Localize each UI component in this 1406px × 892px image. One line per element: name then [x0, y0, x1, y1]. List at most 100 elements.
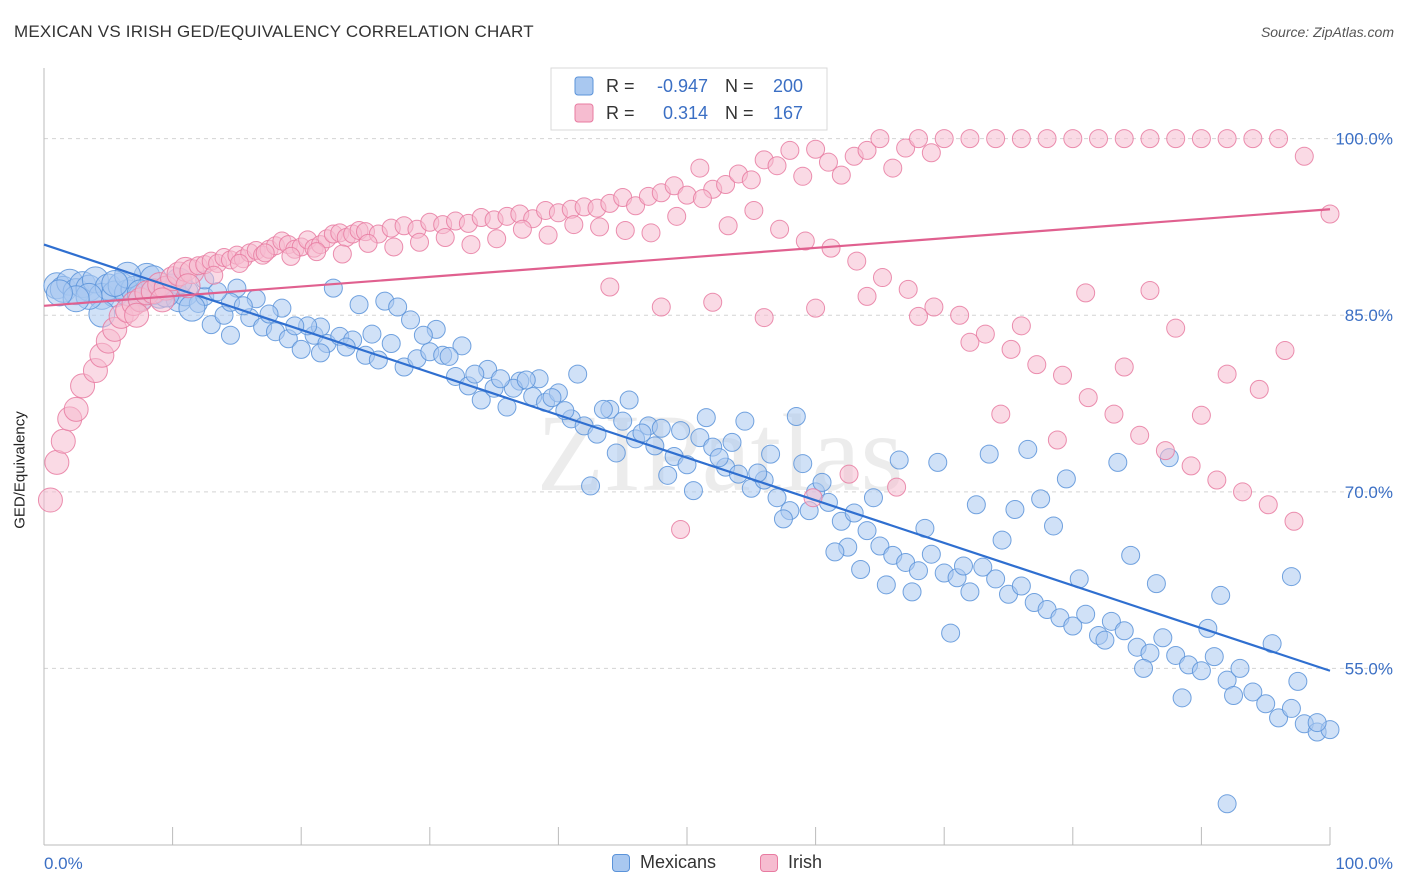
irish-point [806, 298, 826, 318]
mexicans-point [1063, 616, 1083, 636]
irish-point [204, 265, 224, 285]
chart-title: MEXICAN VS IRISH GED/EQUIVALENCY CORRELA… [14, 22, 534, 41]
mexicans-point [362, 324, 382, 344]
y-tick-labels: 100.0% 85.0% 70.0% 55.0% [1335, 130, 1393, 679]
irish-trend-line [43, 208, 1331, 307]
irish-point [870, 129, 890, 149]
irish-point [1037, 129, 1057, 149]
irish-point [991, 404, 1011, 424]
mexicans-point [908, 561, 928, 581]
axes [43, 68, 1331, 846]
irish-point [1140, 129, 1160, 149]
series-mexicans-points [43, 261, 1340, 814]
irish-point [793, 166, 813, 186]
trend-lines [43, 208, 1331, 672]
mexicans-point [1217, 794, 1237, 814]
mexicans-point [323, 278, 343, 298]
legend-item-irish[interactable]: Irish [760, 852, 822, 873]
legend-n-value-irish: 167 [773, 103, 803, 123]
irish-point [1089, 129, 1109, 149]
legend-r-label-irish: R = [606, 103, 635, 123]
irish-point [1191, 405, 1211, 425]
mexicans-point [310, 343, 330, 363]
mexicans-point [1172, 688, 1192, 708]
legend-n-value-mexicans: 200 [773, 76, 803, 96]
irish-point [975, 324, 995, 344]
irish-point [37, 487, 63, 513]
mexicans-point [439, 346, 459, 366]
irish-point [1258, 495, 1278, 515]
irish-point [847, 251, 867, 271]
mexicans-point [388, 297, 408, 317]
mexicans-point [786, 406, 806, 426]
irish-point [857, 140, 877, 160]
mexicans-point [870, 536, 890, 556]
stats-legend: R = -0.947 N = 200 R = 0.314 N = 167 [550, 67, 828, 131]
mexicans-point [1134, 658, 1154, 678]
irish-point [908, 129, 928, 149]
mexicans-point [381, 333, 401, 353]
mexicans-point [825, 542, 845, 562]
mexicans-point [696, 408, 716, 428]
source-note: Source: ZipAtlas.com [1260, 24, 1394, 40]
y-tick-label: 100.0% [1335, 130, 1393, 149]
mexicans-point [876, 575, 896, 595]
irish-point [677, 185, 697, 205]
irish-point [692, 189, 712, 209]
irish-point [934, 129, 954, 149]
irish-point [358, 233, 378, 253]
irish-point [1027, 355, 1047, 375]
mexicans-point [902, 582, 922, 602]
mexicans-point [1031, 489, 1051, 509]
legend-r-value-irish: 0.314 [663, 103, 708, 123]
mexicans-point [1269, 708, 1289, 728]
irish-point [1320, 204, 1340, 224]
mexicans-point [491, 369, 511, 389]
irish-point [1181, 456, 1201, 476]
mexicans-point [1095, 630, 1115, 650]
irish-point [671, 519, 691, 539]
y-tick-label: 70.0% [1345, 483, 1393, 502]
mexicans-point [1018, 439, 1038, 459]
irish-point [281, 246, 301, 266]
legend-r-label-mexicans: R = [606, 76, 635, 96]
legend-item-mexicans[interactable]: Mexicans [612, 852, 716, 873]
legend-n-label-irish: N = [725, 103, 754, 123]
irish-point [538, 225, 558, 245]
legend-swatch-irish [574, 103, 594, 123]
mexicans-point [953, 556, 973, 576]
mexicans-point [773, 509, 793, 529]
mexicans-point [401, 310, 421, 330]
mexicans-point [671, 421, 691, 441]
irish-point [795, 231, 815, 251]
irish-point [887, 477, 907, 497]
mexicans-point [413, 325, 433, 345]
series-irish-points [37, 129, 1340, 539]
mexicans-point [960, 582, 980, 602]
mexicans-point [606, 443, 626, 463]
mexicans-point [1211, 585, 1231, 605]
mexicans-point [979, 444, 999, 464]
irish-point [651, 297, 671, 317]
mexicans-point [452, 336, 472, 356]
mexicans-point [619, 390, 639, 410]
mexicans-point [613, 411, 633, 431]
irish-point [1155, 441, 1175, 461]
mexicans-point [1146, 574, 1166, 594]
irish-point [1166, 318, 1186, 338]
irish-point [924, 297, 944, 317]
irish-point [806, 139, 826, 159]
irish-point [896, 138, 916, 158]
irish-point [332, 244, 352, 264]
mexicans-point [793, 454, 813, 474]
mexicans-point [1153, 628, 1173, 648]
irish-point [50, 428, 76, 454]
irish-point [716, 175, 736, 195]
mexicans-trend-line [43, 243, 1331, 672]
mexicans-point [683, 481, 703, 501]
irish-point [770, 219, 790, 239]
mexicans-point [928, 452, 948, 472]
irish-point [664, 176, 684, 196]
irish-point [124, 302, 150, 328]
